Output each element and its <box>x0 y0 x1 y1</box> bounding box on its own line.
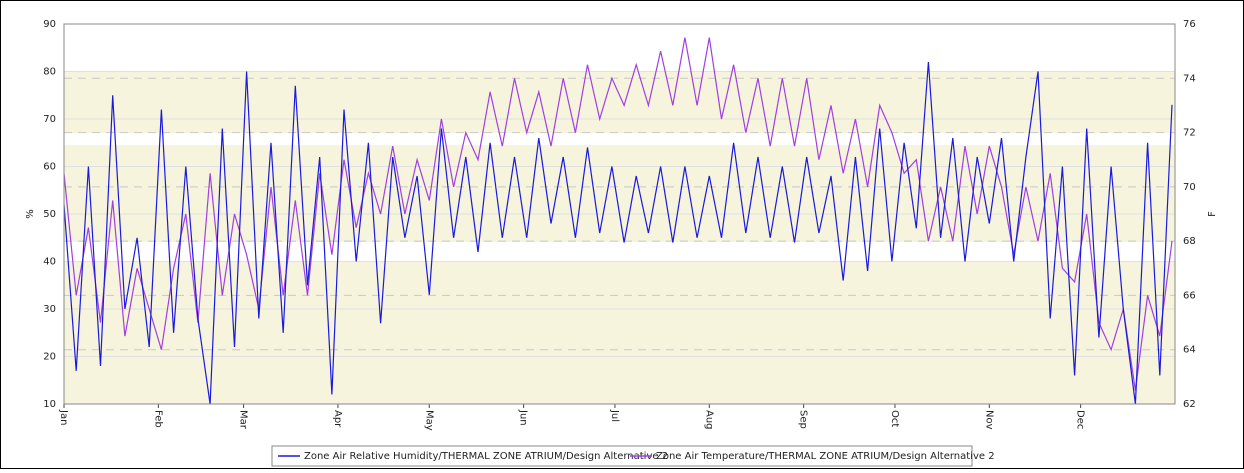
y2-tick-label: 70 <box>1183 182 1196 193</box>
y-tick-label: 40 <box>43 257 56 268</box>
y2-tick-label: 72 <box>1183 128 1196 139</box>
plot-border <box>63 23 1176 405</box>
legend-label: Zone Air Temperature/THERMAL ZONE ATRIUM… <box>656 451 995 462</box>
band <box>64 145 1175 242</box>
x-tick-label: Apr <box>332 410 343 428</box>
y2-tick-label: 76 <box>1183 19 1196 30</box>
legend-label: Zone Air Relative Humidity/THERMAL ZONE … <box>304 451 668 462</box>
y-tick-label: 10 <box>43 399 56 410</box>
y-tick-label: 20 <box>43 352 56 363</box>
y2-tick-label: 68 <box>1183 236 1196 247</box>
y-tick-label: 90 <box>43 19 56 30</box>
x-tick-label: Nov <box>983 410 994 430</box>
x-tick-label: Sep <box>798 410 809 429</box>
band <box>64 262 1175 404</box>
x-tick-label: Jun <box>518 409 529 426</box>
y-tick-label: 30 <box>43 304 56 315</box>
series-line <box>63 61 1173 405</box>
x-tick-label: Jul <box>609 409 620 422</box>
x-tick-label: Feb <box>152 410 163 428</box>
y-tick-label: 80 <box>43 67 56 78</box>
x-tick-label: Aug <box>703 410 714 430</box>
y2-tick-label: 64 <box>1183 345 1196 356</box>
y2-axis-label: F <box>1207 211 1218 217</box>
x-tick-label: Mar <box>238 410 249 430</box>
y-tick-label: 60 <box>43 162 56 173</box>
y-tick-label: 50 <box>43 209 56 220</box>
y2-tick-label: 66 <box>1183 290 1196 301</box>
y-tick-label: 70 <box>43 114 56 125</box>
x-tick-label: Jan <box>58 409 69 425</box>
y2-tick-label: 62 <box>1183 399 1196 410</box>
x-tick-label: Oct <box>889 410 900 427</box>
y2-tick-label: 74 <box>1183 73 1196 84</box>
band <box>64 72 1175 133</box>
y-axis-label: % <box>25 209 36 219</box>
series-line <box>63 37 1173 391</box>
legend-box <box>271 445 973 467</box>
x-tick-label: May <box>423 410 434 431</box>
x-tick-label: Dec <box>1075 410 1086 429</box>
